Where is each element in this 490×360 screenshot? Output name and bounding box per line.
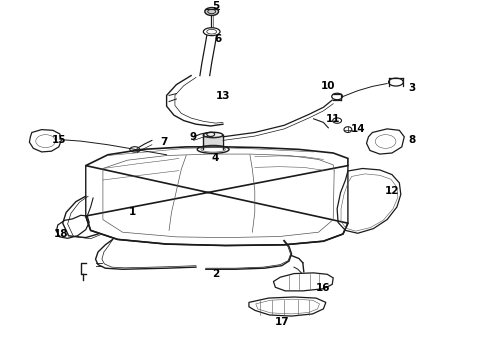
Text: 10: 10 xyxy=(321,81,336,91)
Text: 16: 16 xyxy=(316,283,331,293)
Text: 15: 15 xyxy=(51,135,66,145)
Text: 12: 12 xyxy=(385,186,399,196)
Text: 5: 5 xyxy=(212,1,219,12)
Text: 2: 2 xyxy=(212,269,219,279)
Text: 9: 9 xyxy=(190,132,197,142)
Text: 8: 8 xyxy=(408,135,415,145)
Text: 6: 6 xyxy=(215,34,221,44)
Text: 7: 7 xyxy=(160,137,168,147)
Text: 18: 18 xyxy=(54,229,69,239)
Ellipse shape xyxy=(205,8,219,15)
Text: 17: 17 xyxy=(274,317,289,327)
Text: 1: 1 xyxy=(129,207,136,217)
Text: 11: 11 xyxy=(326,114,341,124)
Text: 13: 13 xyxy=(216,91,230,102)
Text: 14: 14 xyxy=(350,124,365,134)
Text: 3: 3 xyxy=(408,83,415,93)
Ellipse shape xyxy=(203,132,223,138)
Text: 4: 4 xyxy=(212,153,220,163)
